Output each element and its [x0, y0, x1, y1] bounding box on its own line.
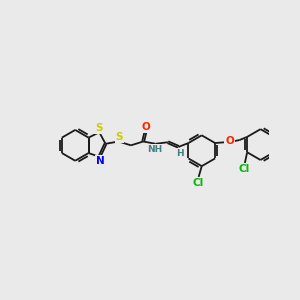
- Text: O: O: [142, 122, 151, 132]
- Text: Cl: Cl: [192, 178, 203, 188]
- Text: S: S: [116, 132, 123, 142]
- Text: O: O: [225, 136, 234, 146]
- Text: Cl: Cl: [238, 164, 250, 174]
- Text: N: N: [96, 156, 104, 166]
- Text: H: H: [176, 148, 184, 158]
- Text: NH: NH: [147, 145, 162, 154]
- Text: S: S: [95, 123, 102, 134]
